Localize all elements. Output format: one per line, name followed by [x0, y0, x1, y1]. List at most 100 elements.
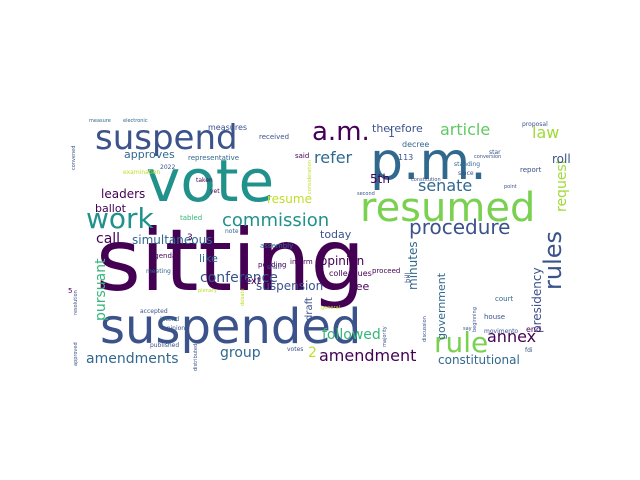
- word-received: received: [259, 133, 289, 141]
- word-roll: roll: [552, 152, 571, 166]
- word-pending: pending: [258, 261, 286, 269]
- word-resume: resume: [267, 192, 312, 206]
- word-suspended: suspended: [100, 299, 361, 355]
- word-conference: conference: [200, 270, 278, 286]
- word-inform: inform: [290, 258, 313, 266]
- word-followed: followed: [322, 327, 381, 343]
- word-suspend: suspend: [95, 118, 238, 158]
- word-meeting: meeting: [146, 268, 171, 275]
- word-text: text: [241, 276, 261, 287]
- word-bill: bill: [404, 273, 412, 283]
- word-house: house: [484, 313, 505, 321]
- word-article: article: [440, 120, 490, 139]
- word-suspension: suspension: [256, 279, 323, 293]
- word-today: today: [320, 228, 352, 241]
- word-rules: rules: [539, 231, 567, 290]
- word-published: published: [150, 342, 179, 349]
- word-approves: approves: [124, 148, 175, 161]
- word-amendments: amendments: [86, 351, 179, 367]
- word-vote: vote: [146, 147, 274, 215]
- word-a-m: a.m.: [312, 117, 370, 147]
- word-votes: votes: [287, 346, 303, 353]
- word-colleagues: colleagues: [329, 269, 372, 278]
- word-113: 113: [398, 153, 413, 162]
- word-convened: convened: [71, 146, 77, 170]
- word-say: say: [463, 326, 472, 332]
- word-senate: senate: [418, 176, 472, 195]
- word-measure: measure: [89, 118, 111, 124]
- word-law: law: [532, 123, 559, 142]
- word-standing: standing: [454, 161, 480, 168]
- word-constitutional: constitutional: [438, 353, 520, 367]
- word-sitting: sitting: [96, 211, 365, 311]
- word-report: report: [520, 166, 542, 174]
- word-rule: rule: [434, 326, 488, 359]
- word-work: work: [86, 202, 155, 235]
- word-second: second: [357, 191, 375, 197]
- word-government: government: [435, 272, 448, 340]
- word-3: 3: [187, 233, 193, 243]
- word-minutes: minutes: [406, 241, 420, 290]
- word-resolution: resolution: [73, 290, 79, 315]
- word-yet: yet: [210, 188, 220, 195]
- word-request: request: [554, 158, 570, 212]
- word-approved: approved: [73, 342, 79, 366]
- word-note: note: [225, 228, 239, 235]
- word-taken: taken: [196, 177, 213, 184]
- word-consideration: consideration: [307, 160, 313, 194]
- word-majority: majority: [382, 326, 388, 347]
- word-constitution: constitution: [411, 177, 441, 183]
- word-movimento: movimento: [484, 328, 518, 335]
- word-accepted: accepted: [140, 308, 168, 315]
- word-measures: measures: [208, 123, 247, 132]
- word-debate: debate: [240, 288, 246, 306]
- word-proposal: proposal: [522, 121, 548, 128]
- word-p-m: p.m.: [370, 132, 487, 192]
- word-refer: refer: [314, 148, 353, 167]
- word-leaders: leaders: [101, 187, 145, 201]
- word-simultaneous: simultaneous: [132, 233, 212, 247]
- word-opinion: opinion: [320, 254, 364, 268]
- word-2022: 2022: [160, 164, 175, 171]
- word-opinions: opinions: [163, 325, 188, 332]
- word-agenda: agenda: [150, 252, 176, 260]
- word-decree: decree: [402, 140, 429, 149]
- word-star: star: [489, 149, 501, 156]
- word-draft: draft: [304, 297, 315, 321]
- word-since: since: [458, 170, 474, 177]
- word-2: 2: [308, 345, 317, 361]
- word-electronic: electronic: [123, 118, 148, 124]
- word-general: general: [321, 305, 340, 311]
- word-discussion: discussion: [422, 316, 428, 342]
- word-proceed: proceed: [372, 267, 400, 275]
- word-tabled: tabled: [180, 214, 202, 222]
- word-pursuant: pursuant: [93, 258, 109, 321]
- word-group: group: [220, 345, 261, 361]
- word-ballot: ballot: [95, 202, 127, 215]
- word-shall: shall: [267, 264, 281, 271]
- word-beginning: beginning: [472, 307, 478, 332]
- word-intend: intend: [160, 316, 179, 323]
- word-said: said: [295, 152, 309, 160]
- word-see: see: [350, 280, 369, 293]
- word-amendment: amendment: [319, 346, 416, 365]
- word-assembly: assembly: [260, 242, 293, 250]
- word-point: point: [504, 184, 517, 190]
- word-1: 1: [388, 127, 395, 140]
- word-plenary: plenary: [198, 288, 217, 294]
- word-annex: annex: [487, 327, 536, 346]
- word-conversion: conversion: [474, 154, 501, 160]
- word-commission: commission: [222, 210, 329, 231]
- word-representative: representative: [188, 154, 239, 162]
- word-call: call: [96, 231, 120, 247]
- word-presidency: presidency: [530, 267, 544, 333]
- word-fdi: fdi: [525, 347, 533, 354]
- word-court: court: [495, 295, 513, 303]
- word-distributed: distributed: [193, 344, 199, 371]
- word-end: end: [526, 325, 541, 334]
- word-like: like: [199, 252, 218, 265]
- word-procedure: procedure: [409, 215, 510, 239]
